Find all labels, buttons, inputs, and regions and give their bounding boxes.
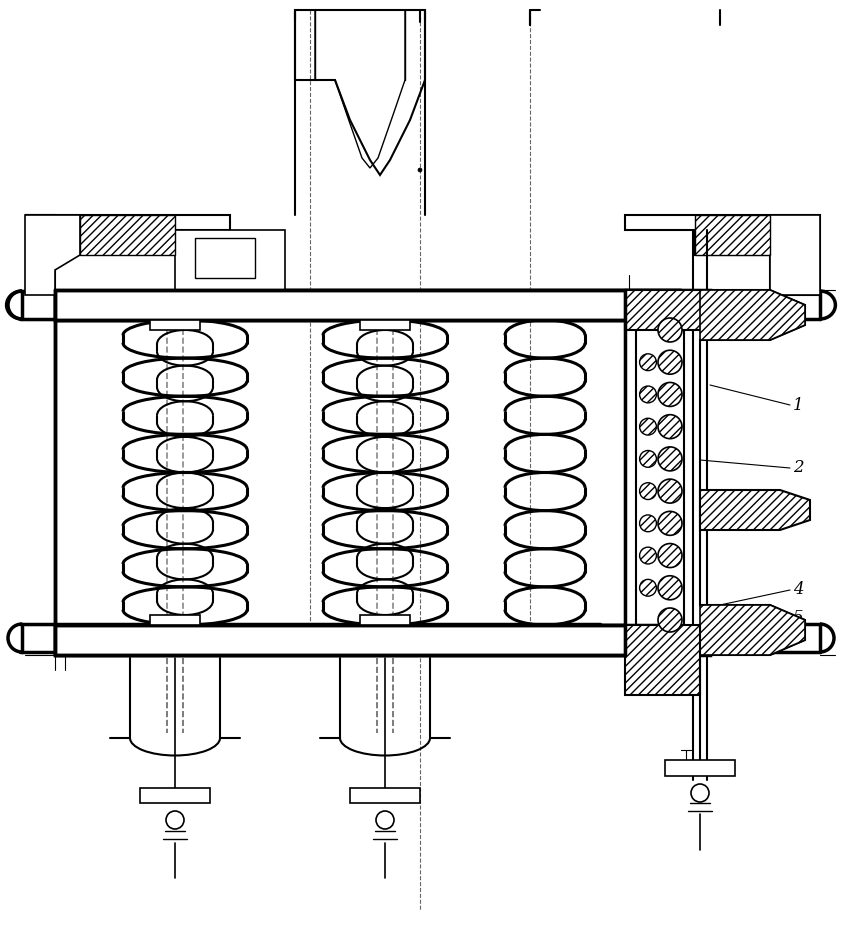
- Circle shape: [658, 608, 682, 632]
- Polygon shape: [625, 215, 820, 295]
- Polygon shape: [700, 290, 805, 340]
- Circle shape: [640, 515, 656, 532]
- Text: 4: 4: [793, 582, 803, 598]
- Bar: [195, 238, 255, 278]
- Bar: [55, 625, 710, 655]
- Bar: [665, 760, 735, 776]
- Polygon shape: [695, 215, 770, 255]
- Circle shape: [640, 482, 656, 499]
- Polygon shape: [25, 215, 80, 295]
- Bar: [55, 625, 680, 655]
- Polygon shape: [770, 215, 820, 295]
- Polygon shape: [625, 625, 700, 695]
- Circle shape: [640, 386, 656, 403]
- Bar: [360, 320, 410, 330]
- Circle shape: [376, 811, 394, 829]
- Bar: [350, 788, 420, 803]
- Text: 5: 5: [793, 609, 803, 627]
- Polygon shape: [625, 290, 720, 330]
- Polygon shape: [700, 490, 810, 530]
- Bar: [55, 290, 710, 320]
- Bar: [150, 615, 200, 625]
- Bar: [360, 615, 410, 625]
- Circle shape: [658, 544, 682, 568]
- Bar: [150, 320, 200, 330]
- Polygon shape: [625, 290, 805, 655]
- Polygon shape: [175, 230, 285, 295]
- Circle shape: [166, 811, 184, 829]
- Circle shape: [640, 547, 656, 564]
- Circle shape: [658, 318, 682, 342]
- Text: 1: 1: [793, 396, 803, 414]
- Circle shape: [640, 354, 656, 370]
- Bar: [140, 788, 210, 803]
- Circle shape: [640, 419, 656, 435]
- Circle shape: [418, 168, 422, 172]
- Text: 3: 3: [793, 507, 803, 523]
- Circle shape: [658, 350, 682, 374]
- Polygon shape: [80, 215, 175, 255]
- Circle shape: [658, 415, 682, 439]
- Circle shape: [658, 576, 682, 600]
- Circle shape: [658, 511, 682, 535]
- Circle shape: [640, 580, 656, 596]
- Circle shape: [658, 479, 682, 503]
- Circle shape: [658, 382, 682, 407]
- Circle shape: [691, 784, 709, 802]
- Polygon shape: [700, 605, 805, 655]
- Bar: [55, 290, 680, 320]
- Circle shape: [658, 447, 682, 471]
- Text: 2: 2: [793, 459, 803, 477]
- Polygon shape: [25, 215, 230, 295]
- Circle shape: [640, 450, 656, 468]
